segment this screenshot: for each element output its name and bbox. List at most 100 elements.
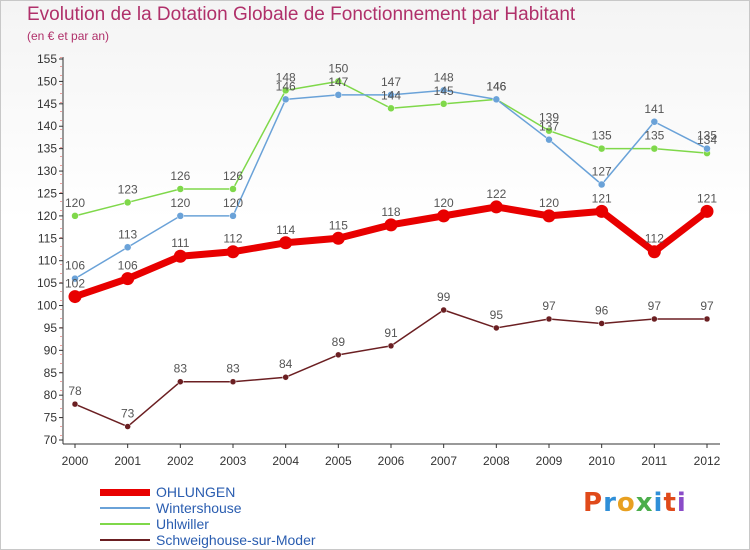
x-tick-label: 2002 bbox=[167, 454, 194, 468]
series-point-2 bbox=[650, 144, 659, 153]
data-label-3: 99 bbox=[437, 290, 451, 304]
legend-swatch bbox=[100, 507, 150, 509]
chart-subtitle: (en € et par an) bbox=[27, 29, 110, 43]
series-point-0 bbox=[542, 209, 556, 223]
logo-letter: t bbox=[663, 488, 677, 518]
data-label-3: 73 bbox=[121, 407, 135, 421]
legend-item: Uhlwiller bbox=[100, 516, 360, 532]
data-label-0: 106 bbox=[118, 259, 138, 273]
data-label-2: 123 bbox=[118, 182, 138, 196]
series-point-0 bbox=[489, 200, 503, 214]
data-label-0: 121 bbox=[697, 191, 717, 205]
series-point-2 bbox=[387, 104, 395, 113]
y-tick-label: 105 bbox=[37, 276, 57, 290]
y-tick-label: 155 bbox=[37, 52, 57, 66]
series-point-1 bbox=[597, 180, 606, 189]
logo-letter: i bbox=[653, 488, 664, 518]
y-tick-label: 150 bbox=[37, 74, 57, 88]
data-label-3: 96 bbox=[595, 303, 609, 317]
series-point-1 bbox=[176, 212, 185, 220]
series-point-2 bbox=[123, 198, 132, 207]
data-label-2: 134 bbox=[697, 133, 717, 147]
data-label-3: 91 bbox=[384, 326, 398, 340]
series-point-3 bbox=[282, 373, 289, 381]
data-label-0: 114 bbox=[276, 223, 295, 237]
data-label-0: 118 bbox=[381, 205, 400, 219]
data-label-0: 115 bbox=[329, 218, 348, 232]
logo-letter: x bbox=[635, 488, 654, 518]
legend-item: Schweighouse-sur-Moder bbox=[100, 532, 360, 548]
data-label-3: 89 bbox=[332, 335, 346, 349]
series-point-3 bbox=[177, 378, 184, 385]
data-label-0: 120 bbox=[539, 196, 559, 210]
data-label-1: 120 bbox=[223, 196, 243, 210]
legend-swatch bbox=[100, 539, 150, 541]
data-label-1: 146 bbox=[276, 79, 296, 93]
y-tick-label: 75 bbox=[44, 411, 58, 425]
data-label-0: 111 bbox=[171, 236, 190, 250]
legend-label: Wintershouse bbox=[156, 500, 242, 516]
series-point-1 bbox=[229, 212, 237, 220]
proxiti-logo: Proxiti bbox=[583, 488, 687, 518]
data-label-1: 127 bbox=[592, 165, 612, 179]
legend-label: OHLUNGEN bbox=[156, 484, 236, 500]
data-label-2: 148 bbox=[276, 70, 296, 84]
y-tick-label: 80 bbox=[44, 388, 58, 402]
series-point-0 bbox=[647, 245, 661, 259]
chart-title: Evolution de la Dotation Globale de Fonc… bbox=[27, 4, 576, 25]
data-label-2: 150 bbox=[328, 61, 348, 75]
series-point-0 bbox=[279, 236, 293, 250]
series-point-2 bbox=[229, 185, 237, 193]
series-point-3 bbox=[440, 306, 447, 314]
x-tick-label: 2008 bbox=[483, 454, 510, 468]
series-point-0 bbox=[68, 290, 82, 304]
x-tick-label: 2003 bbox=[220, 454, 247, 468]
x-tick-label: 2005 bbox=[325, 454, 352, 468]
data-label-3: 97 bbox=[648, 299, 662, 313]
data-label-1: 141 bbox=[644, 102, 664, 116]
y-tick-label: 130 bbox=[37, 164, 57, 178]
data-label-1: 120 bbox=[170, 196, 190, 210]
series-point-3 bbox=[703, 315, 711, 323]
data-label-2: 120 bbox=[65, 196, 85, 210]
x-tick-label: 2000 bbox=[62, 454, 89, 468]
series-point-2 bbox=[281, 86, 290, 95]
series-point-0 bbox=[121, 272, 135, 286]
series-point-1 bbox=[71, 274, 79, 283]
series-point-2 bbox=[439, 100, 448, 108]
series-point-0 bbox=[700, 204, 714, 218]
series-point-0 bbox=[437, 209, 451, 223]
y-tick-label: 110 bbox=[38, 254, 57, 268]
data-label-0: 102 bbox=[65, 277, 85, 291]
series-point-3 bbox=[124, 423, 131, 430]
series-point-0 bbox=[595, 204, 609, 218]
x-tick-label: 2010 bbox=[588, 454, 615, 468]
data-label-2: 126 bbox=[170, 169, 190, 183]
legend: OHLUNGEN Wintershouse Uhlwiller Schweighous… bbox=[100, 484, 360, 548]
data-label-1: 147 bbox=[328, 75, 348, 89]
data-label-0: 120 bbox=[434, 196, 454, 210]
data-label-2: 145 bbox=[434, 84, 454, 98]
x-tick-label: 2004 bbox=[272, 454, 299, 468]
y-tick-label: 140 bbox=[37, 119, 57, 133]
logo-letter: i bbox=[676, 488, 687, 518]
series-point-3 bbox=[387, 342, 395, 350]
data-label-0: 121 bbox=[592, 191, 612, 205]
series-point-3 bbox=[493, 324, 500, 332]
data-label-1: 106 bbox=[65, 259, 85, 273]
data-label-2: 139 bbox=[539, 111, 559, 125]
y-tick-label: 90 bbox=[44, 343, 58, 357]
data-label-2: 126 bbox=[223, 169, 243, 183]
series-line-1 bbox=[74, 89, 708, 280]
data-label-1: 137 bbox=[539, 120, 559, 134]
y-tick-label: 95 bbox=[44, 321, 58, 335]
y-tick-label: 135 bbox=[37, 142, 57, 156]
x-tick-label: 2007 bbox=[430, 454, 457, 468]
data-label-2: 135 bbox=[644, 129, 664, 143]
series-point-1 bbox=[703, 144, 711, 153]
data-label-3: 84 bbox=[279, 357, 293, 371]
series-point-1 bbox=[650, 118, 659, 126]
series-point-3 bbox=[651, 315, 658, 323]
legend-swatch bbox=[100, 488, 150, 496]
